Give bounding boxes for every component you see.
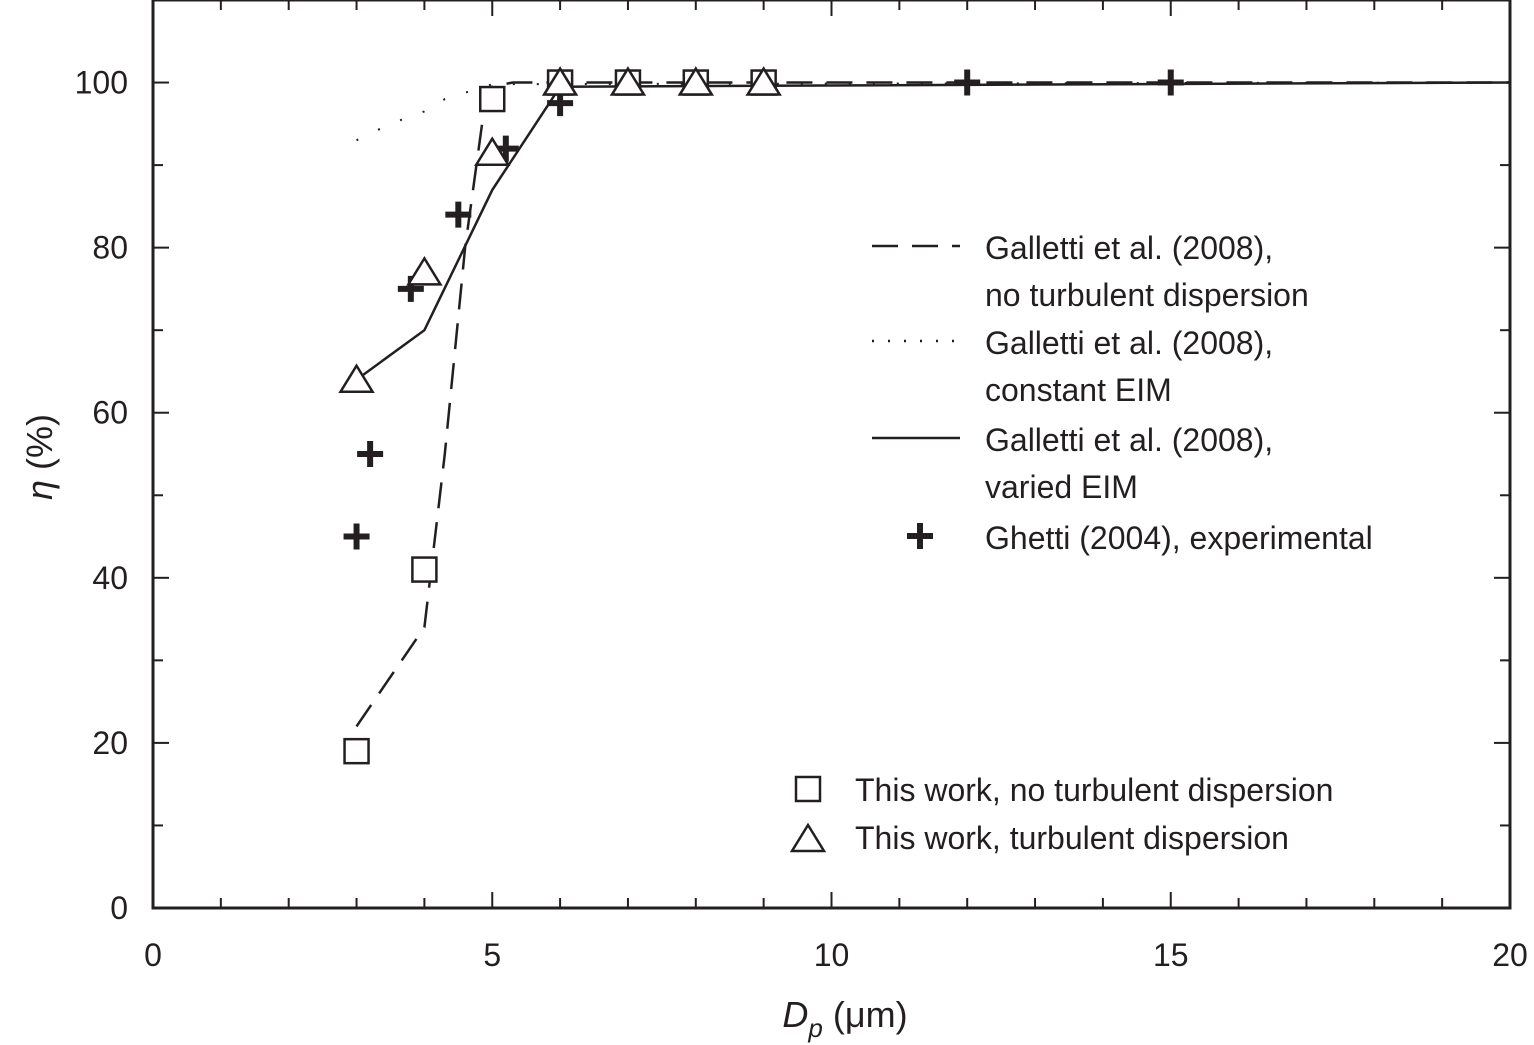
- legend-square-marker: [794, 775, 822, 803]
- triangle-marker: [474, 136, 511, 166]
- series-line-solid: [355, 81, 1511, 381]
- x-axis-label-units: (μm): [823, 994, 908, 1035]
- tick-labels: 0 5 10 15 20 0 20 40 60 80 100: [75, 65, 1528, 973]
- legend-label: Galletti et al. (2008),: [985, 422, 1273, 458]
- legend-item: This work, no turbulent dispersion: [794, 772, 1333, 808]
- series-solid: [355, 81, 1511, 381]
- series-layer: [338, 66, 1511, 765]
- legend-item: This work, turbulent dispersion: [789, 820, 1289, 856]
- legend-item: Galletti et al. (2008), constant EIM: [872, 325, 1273, 408]
- y-axis-label: η (%): [19, 414, 60, 500]
- y-tick-label: 40: [92, 560, 128, 596]
- legend-label: This work, no turbulent dispersion: [855, 772, 1333, 808]
- triangle-marker: [541, 66, 579, 96]
- plus-marker: [343, 523, 370, 550]
- legend-plus-marker: [907, 523, 933, 549]
- series-marker-square: [343, 69, 777, 765]
- plus-marker: [1157, 69, 1184, 96]
- legend-lower: This work, no turbulent dispersion This w…: [789, 772, 1333, 856]
- triangle-marker: [745, 66, 782, 96]
- legend-upper: Galletti et al. (2008), no turbulent disp…: [872, 230, 1373, 556]
- plus-marker: [357, 441, 384, 467]
- x-tick-label: 20: [1492, 937, 1528, 973]
- triangle-marker: [677, 66, 715, 96]
- y-axis-label-units: (%): [19, 414, 60, 480]
- legend-label: Ghetti (2004), experimental: [985, 520, 1373, 556]
- x-tick-label: 0: [144, 937, 162, 973]
- x-axis-label: Dp (μm): [782, 994, 907, 1043]
- y-tick-label: 0: [110, 890, 128, 926]
- triangle-marker: [609, 66, 647, 96]
- plus-marker: [954, 69, 981, 96]
- x-tick-label: 10: [814, 937, 850, 973]
- legend-item: Galletti et al. (2008), no turbulent disp…: [872, 230, 1309, 313]
- axis-ticks: [152, 0, 1511, 909]
- y-tick-label: 60: [92, 395, 128, 431]
- legend-item: Ghetti (2004), experimental: [907, 520, 1373, 556]
- legend-label: no turbulent dispersion: [985, 277, 1309, 313]
- legend-triangle-marker: [789, 822, 827, 853]
- legend-label: varied EIM: [985, 469, 1138, 505]
- square-marker: [479, 85, 506, 113]
- triangle-marker: [338, 363, 375, 393]
- series-line-dashed: [355, 81, 1510, 728]
- square-marker: [411, 556, 438, 583]
- square-marker: [343, 737, 370, 765]
- legend-label: This work, turbulent dispersion: [855, 820, 1289, 856]
- x-tick-label: 5: [483, 937, 501, 973]
- x-axis-label-main: D: [782, 994, 808, 1035]
- x-axis-label-sub: p: [807, 1013, 822, 1043]
- legend-label: Galletti et al. (2008),: [985, 325, 1273, 361]
- y-tick-label: 100: [75, 65, 128, 101]
- triangle-marker: [406, 256, 443, 286]
- legend-label: constant EIM: [985, 372, 1172, 408]
- series-marker-plus: [343, 69, 1184, 550]
- y-tick-label: 80: [92, 230, 128, 266]
- y-axis-label-main: η: [19, 480, 60, 500]
- series-marker-triangle: [338, 66, 782, 393]
- y-tick-label: 20: [92, 725, 128, 761]
- legend-label: Galletti et al. (2008),: [985, 230, 1273, 266]
- series-dashed: [355, 81, 1510, 728]
- plus-marker: [445, 201, 472, 228]
- x-tick-label: 15: [1153, 937, 1189, 973]
- legend-item: Galletti et al. (2008), varied EIM: [872, 422, 1273, 505]
